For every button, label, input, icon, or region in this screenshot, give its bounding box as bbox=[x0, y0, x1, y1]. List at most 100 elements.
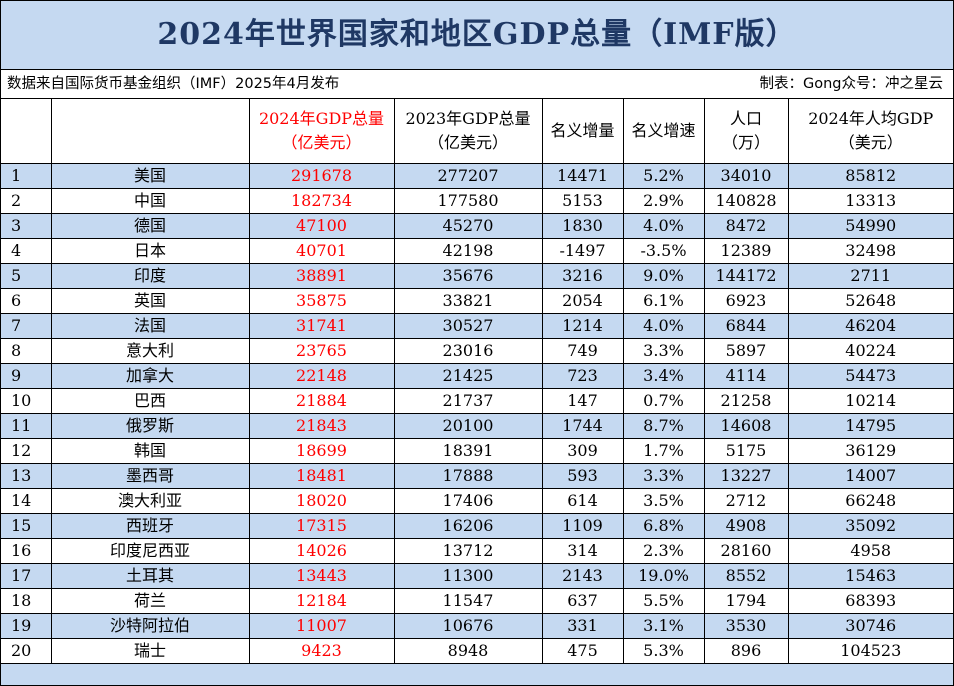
table-row: 7 法国 31741 30527 1214 4.0% 6844 46204 bbox=[1, 313, 953, 339]
rank-cell: 4 bbox=[1, 238, 52, 264]
header-per-capita: 2024年人均GDP （美元） bbox=[787, 99, 953, 164]
nominal-growth-cell: 5.5% bbox=[622, 588, 705, 614]
header-gdp-2023: 2023年GDP总量 （亿美元） bbox=[393, 99, 543, 164]
table-row: 15 西班牙 17315 16206 1109 6.8% 4908 35092 bbox=[1, 513, 953, 539]
population-cell: 896 bbox=[703, 638, 789, 664]
per-capita-cell: 36129 bbox=[787, 438, 953, 464]
per-capita-cell: 66248 bbox=[787, 488, 953, 514]
country-cell: 美国 bbox=[50, 163, 250, 189]
gdp-2024-cell: 17315 bbox=[248, 513, 395, 539]
header-rank bbox=[1, 99, 52, 164]
nominal-growth-cell: 6.1% bbox=[622, 288, 705, 314]
rank-cell: 17 bbox=[1, 563, 52, 589]
rank-cell: 19 bbox=[1, 613, 52, 639]
credit-note: 制表：Gong众号：冲之星云 bbox=[759, 76, 943, 92]
nominal-increase-cell: 475 bbox=[541, 638, 624, 664]
per-capita-cell: 68393 bbox=[787, 588, 953, 614]
table-row: 8 意大利 23765 23016 749 3.3% 5897 40224 bbox=[1, 338, 953, 364]
rank-cell: 12 bbox=[1, 438, 52, 464]
rank-cell: 20 bbox=[1, 638, 52, 664]
per-capita-cell: 2711 bbox=[787, 263, 953, 289]
gdp-2024-cell: 12184 bbox=[248, 588, 395, 614]
gdp-2023-cell: 18391 bbox=[393, 438, 543, 464]
table-row: 16 印度尼西亚 14026 13712 314 2.3% 28160 4958 bbox=[1, 538, 953, 564]
rank-cell: 6 bbox=[1, 288, 52, 314]
header-population-line2: （万） bbox=[721, 133, 770, 152]
rank-cell: 11 bbox=[1, 413, 52, 439]
nominal-increase-cell: 2054 bbox=[541, 288, 624, 314]
nominal-growth-cell: 5.2% bbox=[622, 163, 705, 189]
gdp-2024-cell: 21843 bbox=[248, 413, 395, 439]
nominal-increase-cell: 1830 bbox=[541, 213, 624, 239]
nominal-growth-cell: 3.3% bbox=[622, 338, 705, 364]
per-capita-cell: 14007 bbox=[787, 463, 953, 489]
rank-cell: 13 bbox=[1, 463, 52, 489]
per-capita-cell: 104523 bbox=[787, 638, 953, 664]
gdp-2024-cell: 40701 bbox=[248, 238, 395, 264]
rank-cell: 15 bbox=[1, 513, 52, 539]
population-cell: 21258 bbox=[703, 388, 789, 414]
population-cell: 3530 bbox=[703, 613, 789, 639]
gdp-2024-cell: 291678 bbox=[248, 163, 395, 189]
country-cell: 日本 bbox=[50, 238, 250, 264]
table-row: 13 墨西哥 18481 17888 593 3.3% 13227 14007 bbox=[1, 463, 953, 489]
rank-cell: 10 bbox=[1, 388, 52, 414]
header-gdp-2024-line2: （亿美元） bbox=[281, 133, 362, 152]
nominal-increase-cell: 14471 bbox=[541, 163, 624, 189]
population-cell: 6923 bbox=[703, 288, 789, 314]
population-cell: 5175 bbox=[703, 438, 789, 464]
table-row: 19 沙特阿拉伯 11007 10676 331 3.1% 3530 30746 bbox=[1, 613, 953, 639]
rank-cell: 3 bbox=[1, 213, 52, 239]
table-row: 20 瑞士 9423 8948 475 5.3% 896 104523 bbox=[1, 638, 953, 664]
gdp-2024-cell: 38891 bbox=[248, 263, 395, 289]
gdp-2024-cell: 9423 bbox=[248, 638, 395, 664]
nominal-growth-cell: 3.3% bbox=[622, 463, 705, 489]
per-capita-cell: 54473 bbox=[787, 363, 953, 389]
gdp-2023-cell: 23016 bbox=[393, 338, 543, 364]
rank-cell: 2 bbox=[1, 188, 52, 214]
country-cell: 西班牙 bbox=[50, 513, 250, 539]
page-title: 2024年世界国家和地区GDP总量（IMF版） bbox=[1, 1, 953, 70]
gdp-2024-cell: 11007 bbox=[248, 613, 395, 639]
nominal-growth-cell: 3.4% bbox=[622, 363, 705, 389]
gdp-2023-cell: 35676 bbox=[393, 263, 543, 289]
gdp-2024-cell: 23765 bbox=[248, 338, 395, 364]
per-capita-cell: 54990 bbox=[787, 213, 953, 239]
header-per-capita-line2: （美元） bbox=[838, 133, 903, 152]
nominal-increase-cell: 1744 bbox=[541, 413, 624, 439]
header-gdp-2024: 2024年GDP总量 （亿美元） bbox=[248, 99, 395, 164]
table-row: 6 英国 35875 33821 2054 6.1% 6923 52648 bbox=[1, 288, 953, 314]
population-cell: 28160 bbox=[703, 538, 789, 564]
nominal-growth-cell: 4.0% bbox=[622, 213, 705, 239]
country-cell: 德国 bbox=[50, 213, 250, 239]
nominal-growth-cell: 2.3% bbox=[622, 538, 705, 564]
table-row: 2 中国 182734 177580 5153 2.9% 140828 13313 bbox=[1, 188, 953, 214]
nominal-increase-cell: 614 bbox=[541, 488, 624, 514]
nominal-increase-cell: 147 bbox=[541, 388, 624, 414]
rank-cell: 14 bbox=[1, 488, 52, 514]
rank-cell: 9 bbox=[1, 363, 52, 389]
population-cell: 14608 bbox=[703, 413, 789, 439]
gdp-2024-cell: 47100 bbox=[248, 213, 395, 239]
table-row: 14 澳大利亚 18020 17406 614 3.5% 2712 66248 bbox=[1, 488, 953, 514]
per-capita-cell: 85812 bbox=[787, 163, 953, 189]
table-row: 3 德国 47100 45270 1830 4.0% 8472 54990 bbox=[1, 213, 953, 239]
table-body: 1 美国 291678 277207 14471 5.2% 34010 85812 2 中国 182… bbox=[1, 163, 953, 664]
table-row: 9 加拿大 22148 21425 723 3.4% 4114 54473 bbox=[1, 363, 953, 389]
rank-cell: 5 bbox=[1, 263, 52, 289]
table-row: 11 俄罗斯 21843 20100 1744 8.7% 14608 14795 bbox=[1, 413, 953, 439]
gdp-2024-cell: 31741 bbox=[248, 313, 395, 339]
nominal-growth-cell: 2.9% bbox=[622, 188, 705, 214]
table-row: 17 土耳其 13443 11300 2143 19.0% 8552 15463 bbox=[1, 563, 953, 589]
header-population-line1: 人口 bbox=[729, 109, 762, 128]
header-country bbox=[50, 99, 250, 164]
country-cell: 意大利 bbox=[50, 338, 250, 364]
population-cell: 13227 bbox=[703, 463, 789, 489]
nominal-growth-cell: 6.8% bbox=[622, 513, 705, 539]
header-per-capita-line1: 2024年人均GDP bbox=[808, 109, 934, 128]
population-cell: 4114 bbox=[703, 363, 789, 389]
table-row: 1 美国 291678 277207 14471 5.2% 34010 85812 bbox=[1, 163, 953, 189]
country-cell: 印度尼西亚 bbox=[50, 538, 250, 564]
nominal-growth-cell: 9.0% bbox=[622, 263, 705, 289]
nominal-increase-cell: 314 bbox=[541, 538, 624, 564]
